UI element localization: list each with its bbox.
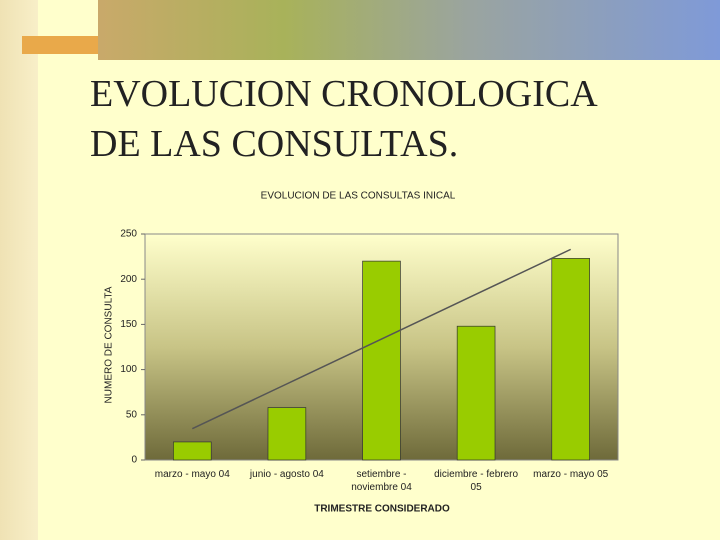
x-tick-label: setiembre - noviembre 04 [351, 469, 412, 493]
bar [173, 441, 212, 461]
header-image [98, 0, 720, 60]
trendline [191, 248, 572, 430]
bar [551, 258, 590, 461]
x-tick-label: junio - agosto 04 [249, 469, 324, 480]
slide-title: DE LAS CONSULTAS. [90, 123, 459, 165]
y-tick-label: 100 [120, 364, 137, 375]
y-tick-label: 50 [126, 409, 138, 420]
side-strip [0, 0, 38, 540]
y-tick-label: 200 [120, 274, 137, 285]
slide-title: EVOLUCION CRONOLOGICA [90, 73, 598, 115]
x-tick-label: marzo - mayo 05 [533, 469, 609, 480]
x-tick-label: marzo - mayo 04 [154, 469, 230, 480]
y-tick-label: 250 [120, 229, 137, 240]
y-axis-label: NUMERO DE CONSULTA [104, 286, 115, 403]
chart-title: EVOLUCION DE LAS CONSULTAS INICAL [261, 191, 456, 202]
y-tick-label: 0 [131, 455, 137, 466]
bar [267, 407, 307, 461]
header-accent [22, 36, 98, 54]
y-tick-label: 150 [120, 319, 137, 330]
bar [456, 325, 496, 461]
bar [362, 260, 401, 461]
x-axis-label: TRIMESTRE CONSIDERADO [314, 504, 450, 515]
x-tick-label: diciembre - febrero 05 [434, 469, 519, 493]
